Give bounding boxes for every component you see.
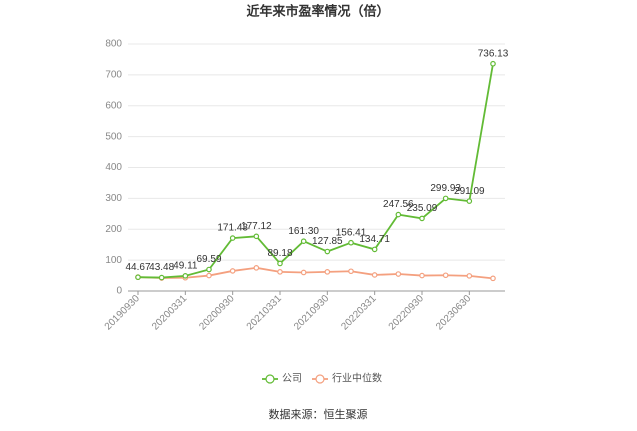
- x-tick-label: 20210331: [245, 293, 285, 333]
- point: [158, 274, 165, 281]
- point: [300, 269, 307, 276]
- point: [419, 272, 425, 279]
- point: [442, 195, 449, 202]
- source: 数据来源：恒生聚源: [269, 407, 368, 421]
- y-tick-label: 200: [105, 224, 122, 235]
- y-tick-label: 700: [105, 70, 122, 81]
- y-tick-label: 800: [105, 39, 122, 50]
- y-tick-label: 0: [116, 286, 122, 297]
- data-label: 247.56: [383, 199, 414, 210]
- series-line: [137, 63, 494, 279]
- x-tick-label: 20210930: [292, 293, 332, 333]
- y-tick-label: 400: [105, 162, 122, 173]
- data-label: 156.41: [336, 227, 367, 238]
- chart-title: 近年来市盈率情况（倍）: [246, 3, 389, 18]
- legend-marker: [315, 374, 325, 384]
- data-label: 291.09: [454, 186, 485, 197]
- x-tick-label: 20230630: [434, 293, 474, 333]
- data-label: 43.48: [149, 262, 174, 273]
- data-label: 235.09: [407, 203, 438, 214]
- data-label: 171.43: [217, 223, 248, 234]
- y-tick-label: 100: [105, 255, 122, 266]
- point: [466, 273, 473, 279]
- point: [135, 274, 141, 281]
- data-label: 49.11: [173, 260, 198, 271]
- point: [371, 246, 378, 253]
- y-tick-label: 500: [105, 131, 122, 142]
- point: [253, 233, 260, 240]
- point: [490, 60, 496, 67]
- x-tick-label: 20220930: [387, 293, 427, 333]
- point: [229, 268, 236, 274]
- point: [182, 273, 189, 279]
- point: [277, 260, 283, 267]
- point: [324, 248, 331, 255]
- point: [206, 266, 212, 273]
- point: [253, 265, 260, 271]
- point: [229, 235, 236, 241]
- point: [371, 272, 378, 278]
- y-tick-label: 600: [105, 100, 122, 111]
- point: [348, 239, 354, 246]
- point: [324, 269, 331, 275]
- legend-label: 公司: [282, 374, 302, 385]
- point: [300, 238, 307, 244]
- x-tick-label: 20200930: [197, 293, 237, 333]
- data-label: 161.30: [288, 226, 319, 237]
- legend-label: 行业中位数: [332, 372, 382, 385]
- legend-marker: [265, 374, 275, 384]
- data-label: 299.93: [430, 183, 461, 194]
- data-label: 89.18: [267, 248, 292, 259]
- series-line: [137, 266, 494, 280]
- point: [442, 272, 449, 279]
- point: [206, 272, 212, 279]
- point: [419, 215, 425, 222]
- x-tick-label: 20220331: [339, 293, 379, 333]
- point: [277, 269, 283, 275]
- point: [490, 275, 496, 282]
- point: [466, 198, 473, 204]
- point: [348, 268, 354, 275]
- x-tick-label: 20200331: [150, 293, 190, 333]
- data-label: 736.13: [478, 48, 509, 59]
- data-label: 44.67: [125, 262, 150, 273]
- point: [395, 211, 402, 218]
- data-label: 127.85: [312, 236, 343, 247]
- data-label: 134.71: [359, 234, 390, 245]
- point: [395, 271, 402, 277]
- data-label: 177.12: [241, 221, 272, 232]
- y-tick-label: 300: [105, 193, 122, 204]
- data-label: 69.59: [196, 254, 221, 265]
- x-tick-label: 20190930: [103, 293, 143, 333]
